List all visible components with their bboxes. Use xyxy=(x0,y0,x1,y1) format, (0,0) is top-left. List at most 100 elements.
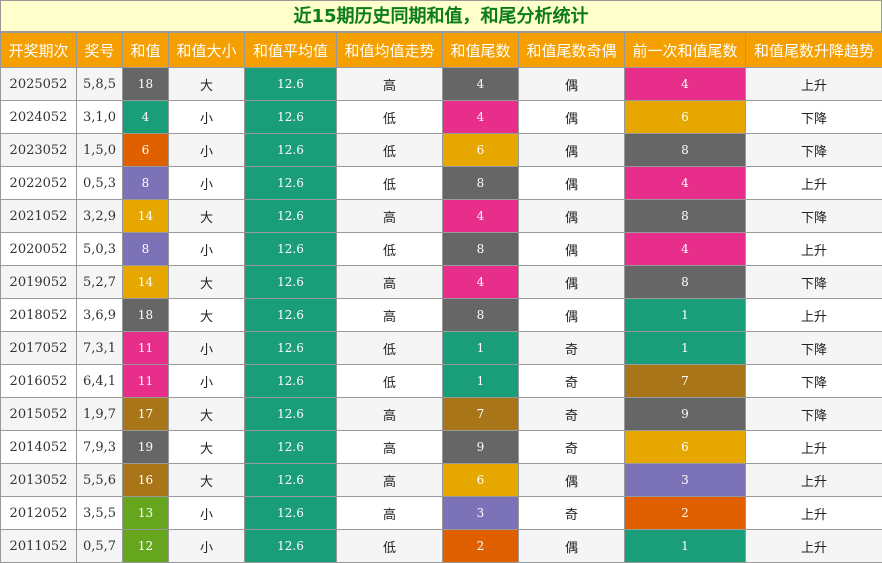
header-sum: 和值 xyxy=(123,33,169,68)
previous-tail-cell: 4 xyxy=(625,233,746,266)
parity-cell: 偶 xyxy=(519,299,625,332)
sum-cell: 12 xyxy=(123,530,169,563)
tail-cell: 8 xyxy=(443,299,519,332)
trend-cell: 低 xyxy=(337,365,443,398)
period-cell: 2024052 xyxy=(1,101,77,134)
sum-cell: 14 xyxy=(123,266,169,299)
average-cell: 12.6 xyxy=(245,200,337,233)
average-cell: 12.6 xyxy=(245,365,337,398)
period-cell: 2012052 xyxy=(1,497,77,530)
sum-cell: 4 xyxy=(123,101,169,134)
sum-cell: 11 xyxy=(123,365,169,398)
header-sum-size: 和值大小 xyxy=(169,33,245,68)
sum-cell: 14 xyxy=(123,200,169,233)
numbers-cell: 6,4,1 xyxy=(77,365,123,398)
header-average-trend: 和值均值走势 xyxy=(337,33,443,68)
period-cell: 2015052 xyxy=(1,398,77,431)
trend-cell: 高 xyxy=(337,431,443,464)
tail-cell: 1 xyxy=(443,365,519,398)
numbers-cell: 3,1,0 xyxy=(77,101,123,134)
period-cell: 2014052 xyxy=(1,431,77,464)
previous-tail-cell: 8 xyxy=(625,134,746,167)
average-cell: 12.6 xyxy=(245,167,337,200)
numbers-cell: 3,2,9 xyxy=(77,200,123,233)
size-cell: 大 xyxy=(169,398,245,431)
period-cell: 2016052 xyxy=(1,365,77,398)
parity-cell: 奇 xyxy=(519,398,625,431)
trend-cell: 低 xyxy=(337,167,443,200)
parity-cell: 偶 xyxy=(519,200,625,233)
sum-cell: 17 xyxy=(123,398,169,431)
direction-cell: 上升 xyxy=(746,233,882,266)
size-cell: 大 xyxy=(169,266,245,299)
trend-cell: 低 xyxy=(337,233,443,266)
trend-cell: 高 xyxy=(337,68,443,101)
period-cell: 2021052 xyxy=(1,200,77,233)
tail-cell: 8 xyxy=(443,233,519,266)
direction-cell: 上升 xyxy=(746,464,882,497)
tail-cell: 1 xyxy=(443,332,519,365)
parity-cell: 偶 xyxy=(519,167,625,200)
period-cell: 2017052 xyxy=(1,332,77,365)
size-cell: 大 xyxy=(169,68,245,101)
numbers-cell: 3,5,5 xyxy=(77,497,123,530)
numbers-cell: 0,5,7 xyxy=(77,530,123,563)
parity-cell: 偶 xyxy=(519,233,625,266)
parity-cell: 偶 xyxy=(519,266,625,299)
tail-cell: 6 xyxy=(443,464,519,497)
parity-cell: 偶 xyxy=(519,530,625,563)
trend-cell: 低 xyxy=(337,134,443,167)
size-cell: 大 xyxy=(169,431,245,464)
direction-cell: 下降 xyxy=(746,134,882,167)
previous-tail-cell: 4 xyxy=(625,68,746,101)
period-cell: 2020052 xyxy=(1,233,77,266)
period-cell: 2011052 xyxy=(1,530,77,563)
average-cell: 12.6 xyxy=(245,299,337,332)
previous-tail-cell: 2 xyxy=(625,497,746,530)
size-cell: 小 xyxy=(169,134,245,167)
previous-tail-cell: 6 xyxy=(625,101,746,134)
numbers-cell: 5,2,7 xyxy=(77,266,123,299)
size-cell: 小 xyxy=(169,101,245,134)
size-cell: 大 xyxy=(169,464,245,497)
previous-tail-cell: 4 xyxy=(625,167,746,200)
previous-tail-cell: 3 xyxy=(625,464,746,497)
size-cell: 小 xyxy=(169,365,245,398)
average-cell: 12.6 xyxy=(245,332,337,365)
average-cell: 12.6 xyxy=(245,398,337,431)
average-cell: 12.6 xyxy=(245,464,337,497)
sum-cell: 6 xyxy=(123,134,169,167)
period-cell: 2022052 xyxy=(1,167,77,200)
period-cell: 2025052 xyxy=(1,68,77,101)
numbers-cell: 5,5,6 xyxy=(77,464,123,497)
direction-cell: 上升 xyxy=(746,530,882,563)
numbers-cell: 7,9,3 xyxy=(77,431,123,464)
trend-cell: 高 xyxy=(337,200,443,233)
header-row: 开奖期次 奖号 和值 和值大小 和值平均值 和值均值走势 和值尾数 和值尾数奇偶… xyxy=(1,33,882,68)
average-cell: 12.6 xyxy=(245,233,337,266)
previous-tail-cell: 9 xyxy=(625,398,746,431)
size-cell: 大 xyxy=(169,299,245,332)
previous-tail-cell: 1 xyxy=(625,530,746,563)
numbers-cell: 0,5,3 xyxy=(77,167,123,200)
header-tail-parity: 和值尾数奇偶 xyxy=(519,33,625,68)
parity-cell: 奇 xyxy=(519,431,625,464)
previous-tail-cell: 8 xyxy=(625,200,746,233)
header-previous-tail: 前一次和值尾数 xyxy=(625,33,746,68)
trend-cell: 低 xyxy=(337,530,443,563)
sum-cell: 18 xyxy=(123,299,169,332)
previous-tail-cell: 1 xyxy=(625,299,746,332)
previous-tail-cell: 8 xyxy=(625,266,746,299)
tail-cell: 8 xyxy=(443,167,519,200)
direction-cell: 上升 xyxy=(746,431,882,464)
previous-tail-cell: 1 xyxy=(625,332,746,365)
tail-cell: 7 xyxy=(443,398,519,431)
parity-cell: 偶 xyxy=(519,134,625,167)
